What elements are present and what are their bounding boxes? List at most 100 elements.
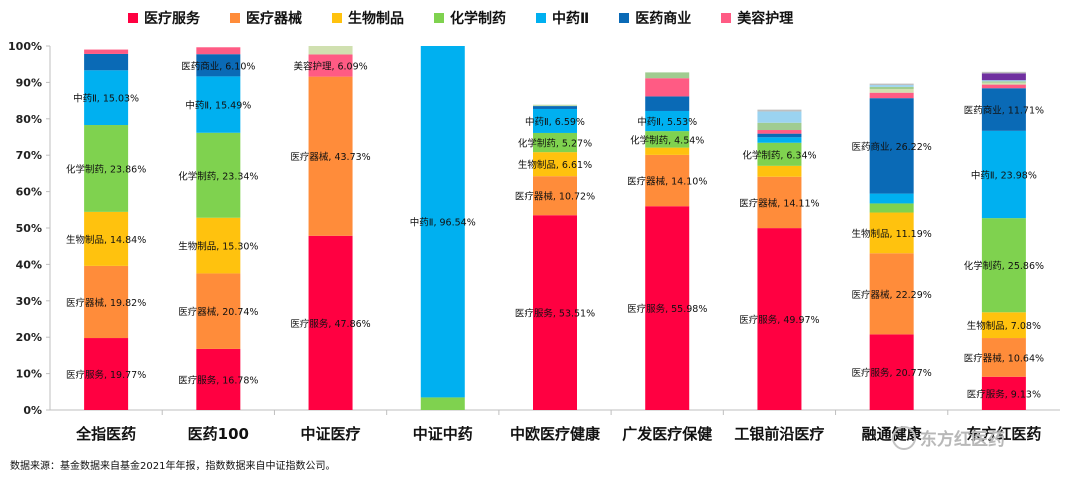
data-label: 医疗器械, 43.73% <box>290 151 370 163</box>
bar-segment <box>420 46 465 398</box>
data-label: 生物制品, 7.08% <box>967 320 1041 332</box>
bar-segment <box>981 71 1026 74</box>
data-label: 医药商业, 26.22% <box>852 141 932 153</box>
bar-segment <box>533 152 577 177</box>
bar-segment <box>981 80 1026 82</box>
bar-segment <box>981 84 1026 89</box>
bar-segment <box>645 96 690 111</box>
category-label: 广发医疗保健 <box>622 425 712 443</box>
bar-segment <box>533 215 577 410</box>
bar-segment <box>757 122 802 131</box>
data-label: 中药Ⅱ, 5.53% <box>637 116 697 128</box>
data-label: 化学制药, 6.34% <box>742 149 816 161</box>
data-label: 医疗器械, 10.72% <box>515 191 595 203</box>
legend-item: 生物制品 <box>332 8 404 28</box>
bar-segment <box>981 338 1026 377</box>
data-label: 医疗服务, 47.86% <box>290 318 370 330</box>
legend-swatch <box>128 13 138 23</box>
data-label: 医疗服务, 16.78% <box>178 374 258 386</box>
data-label: 医疗器械, 10.64% <box>964 352 1044 364</box>
data-label: 生物制品, 14.84% <box>66 234 146 246</box>
bar-segment <box>645 72 690 79</box>
data-label: 化学制药, 4.54% <box>630 134 704 146</box>
legend-swatch <box>619 13 630 23</box>
bar-segment <box>645 78 690 97</box>
bar-segment <box>869 98 914 194</box>
data-label: 美容护理, 6.09% <box>293 61 367 73</box>
bar-segment <box>645 154 690 207</box>
bar-segment <box>757 165 802 177</box>
bar-segment <box>981 218 1026 313</box>
bar-segment <box>84 338 129 410</box>
bar-segment <box>869 86 914 90</box>
category-label: 中欧医疗健康 <box>510 425 601 443</box>
bar-segment <box>533 132 577 153</box>
bar-segment <box>196 54 241 77</box>
data-label: 化学制药, 25.86% <box>964 260 1044 272</box>
bar-segment <box>869 193 914 204</box>
data-label: 医药商业, 6.10% <box>181 60 255 72</box>
bar-segment <box>84 211 129 266</box>
category-label: 全指医药 <box>75 425 136 443</box>
y-tick-label: 20% <box>16 331 42 344</box>
data-label: 生物制品, 15.30% <box>178 241 258 253</box>
bar-segment <box>533 104 577 106</box>
legend-swatch <box>434 13 444 23</box>
y-tick-label: 40% <box>16 258 42 271</box>
bar-segment <box>757 228 802 410</box>
data-label: 医疗器械, 14.11% <box>739 197 819 209</box>
bar-segment <box>981 82 1026 85</box>
data-label: 化学制药, 23.34% <box>178 170 258 182</box>
bar-segment <box>869 212 914 254</box>
data-label: 中药Ⅱ, 15.03% <box>73 93 139 105</box>
data-label: 医疗器械, 20.74% <box>178 306 258 318</box>
wechat-icon <box>892 425 916 450</box>
legend-label: 化学制药 <box>450 11 506 27</box>
bar-segment <box>869 334 914 410</box>
bar-segment <box>645 131 690 148</box>
bar-segment <box>981 73 1026 81</box>
bar-segment <box>308 54 353 77</box>
bar-segment <box>196 348 241 410</box>
legend-item: 医药商业 <box>619 8 691 28</box>
bar-segment <box>196 217 241 274</box>
legend: 医疗服务 医疗器械 生物制品 化学制药 中药Ⅱ 医药商业 美容护理 <box>128 8 793 28</box>
y-tick-label: 0% <box>23 404 42 417</box>
bar-segment <box>196 47 241 55</box>
data-label: 医疗服务, 53.51% <box>515 308 595 320</box>
watermark: 东方红医药 <box>892 425 1005 450</box>
data-label: 医疗服务, 20.77% <box>852 367 932 379</box>
bar-segment <box>757 130 802 134</box>
data-label: 中药Ⅱ, 15.49% <box>185 100 251 112</box>
bar-segment <box>533 106 577 109</box>
data-label: 生物制品, 6.61% <box>518 159 592 171</box>
data-label: 医疗器械, 22.29% <box>852 289 932 301</box>
legend-label: 生物制品 <box>348 11 404 27</box>
bar-segment <box>981 376 1026 410</box>
source-note: 数据来源：基金数据来自基金2021年年报，指数数据来自中证指数公司。 <box>10 461 336 472</box>
data-label: 中药Ⅱ, 23.98% <box>971 169 1037 181</box>
legend-item: 医疗服务 <box>128 8 200 28</box>
bar-segment <box>308 235 353 410</box>
y-tick-label: 80% <box>16 113 42 126</box>
bar-segment <box>757 133 802 138</box>
bar-segment <box>533 176 577 216</box>
bar-segment <box>757 137 802 143</box>
bar-segment <box>308 46 353 55</box>
y-tick-label: 100% <box>8 40 42 53</box>
bar-segment <box>533 108 577 133</box>
bar-segment <box>981 81 1026 83</box>
data-label: 医疗器械, 14.10% <box>627 176 707 188</box>
y-tick-label: 50% <box>16 222 42 235</box>
bar-segment <box>84 49 129 54</box>
bar-segment <box>981 312 1026 339</box>
bar-segment <box>645 110 690 132</box>
legend-swatch <box>536 13 546 23</box>
legend-swatch <box>332 13 342 23</box>
bar-segment <box>84 265 129 339</box>
category-label: 中证医疗 <box>301 425 361 443</box>
bar-segment <box>196 132 241 218</box>
y-tick-label: 60% <box>16 186 42 199</box>
legend-label: 医疗服务 <box>144 11 200 27</box>
